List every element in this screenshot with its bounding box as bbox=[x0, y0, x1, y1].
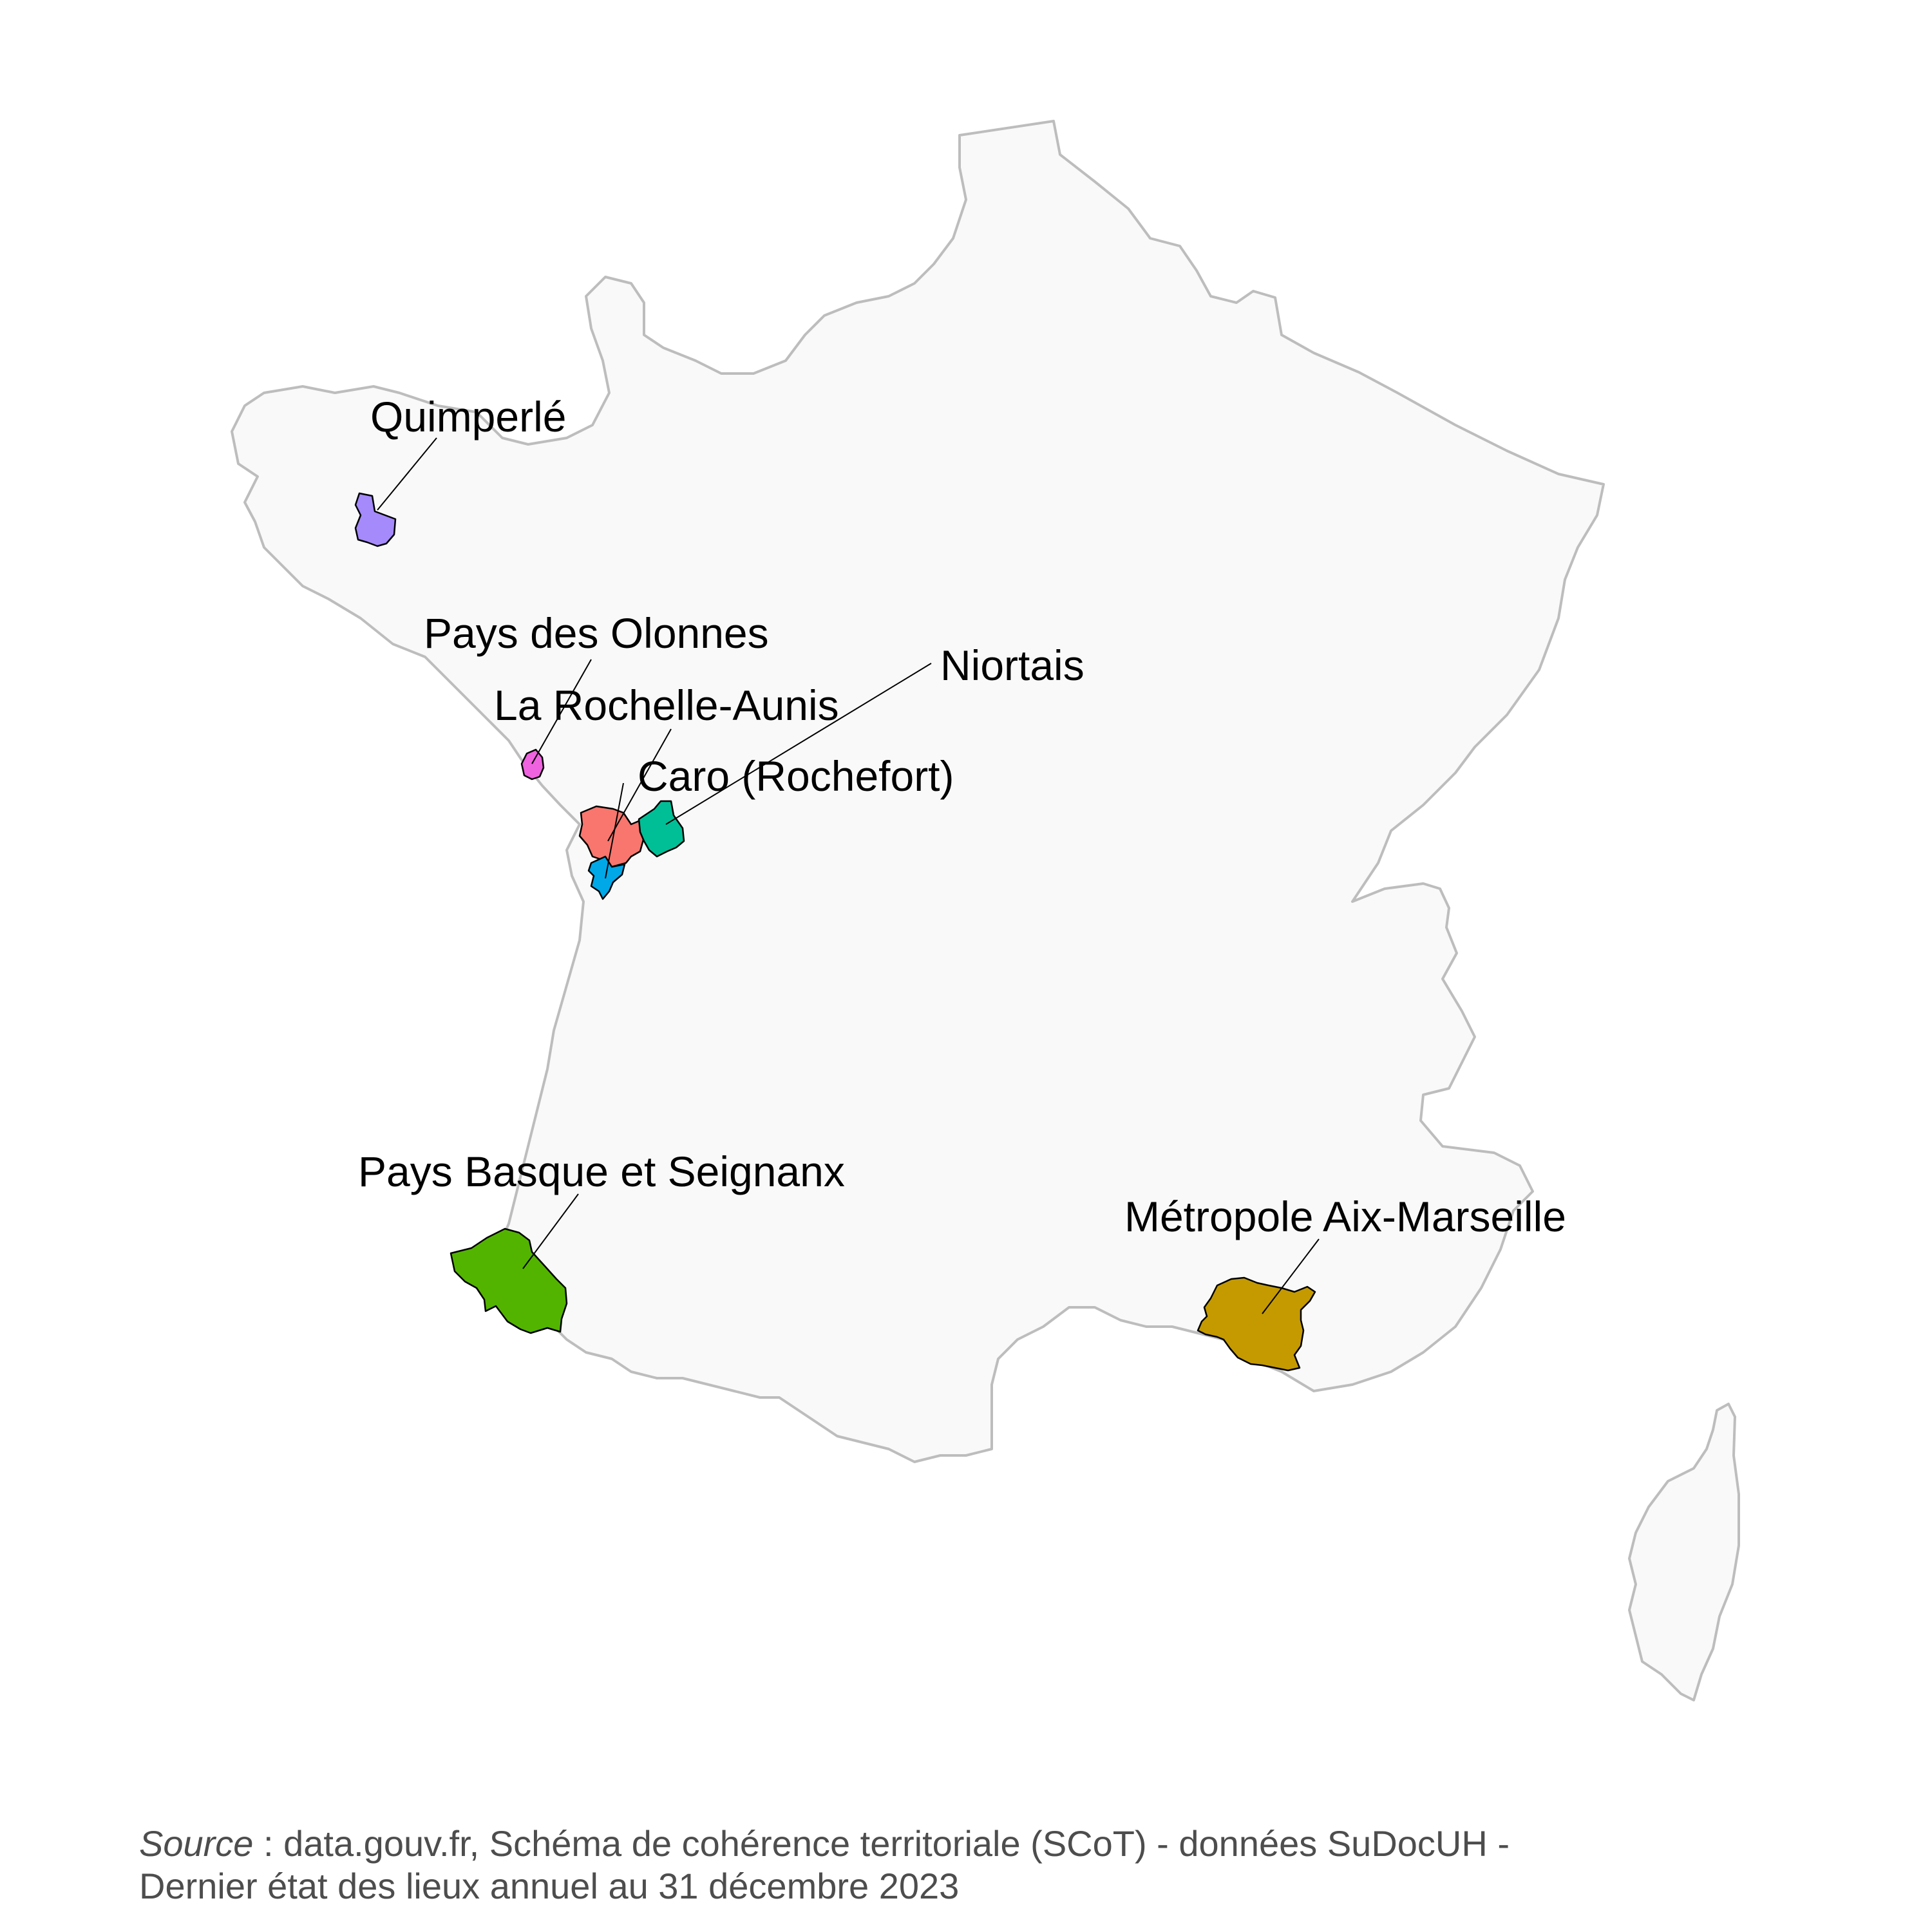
label-niortais: Niortais bbox=[940, 641, 1084, 689]
territory-niortais[interactable] bbox=[638, 800, 685, 858]
territory-quimperle[interactable] bbox=[354, 492, 397, 547]
leader-rochelle bbox=[607, 728, 672, 842]
leader-niortais bbox=[665, 663, 932, 825]
label-olonnes: Pays des Olonnes bbox=[424, 609, 769, 657]
corsica bbox=[1628, 1403, 1740, 1701]
leader-caro bbox=[605, 782, 624, 879]
france-mainland bbox=[231, 120, 1605, 1463]
leader-basque bbox=[522, 1193, 579, 1269]
leader-olonnes bbox=[531, 659, 592, 764]
label-basque: Pays Basque et Seignanx bbox=[358, 1148, 845, 1195]
label-caro: Caro (Rochefort) bbox=[638, 752, 954, 800]
source-separator: : bbox=[253, 1823, 283, 1864]
source-text-1: data.gouv.fr, Schéma de cohérence territ… bbox=[283, 1823, 1510, 1864]
leader-aix-marseille bbox=[1262, 1238, 1320, 1314]
territory-basque[interactable] bbox=[450, 1227, 568, 1334]
territory-caro[interactable] bbox=[587, 855, 626, 900]
label-quimperle: Quimperlé bbox=[370, 393, 566, 440]
territory-rochelle[interactable] bbox=[578, 805, 645, 868]
source-line-2: Dernier état des lieux annuel au 31 déce… bbox=[139, 1866, 959, 1906]
source-prefix: Source bbox=[139, 1823, 253, 1864]
label-rochelle: La Rochelle-Aunis bbox=[494, 681, 839, 729]
leader-quimperle bbox=[377, 437, 437, 511]
label-aix-marseille: Métropole Aix-Marseille bbox=[1124, 1193, 1566, 1240]
source-line-1: Source : data.gouv.fr, Schéma de cohéren… bbox=[139, 1823, 1510, 1864]
label-leaders bbox=[377, 437, 1320, 1314]
